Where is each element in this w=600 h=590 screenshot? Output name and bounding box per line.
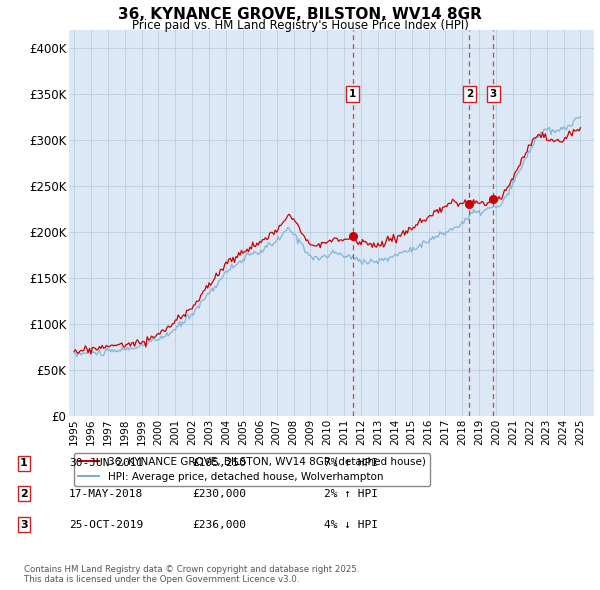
Text: 1: 1 [20, 458, 28, 468]
Text: 4% ↓ HPI: 4% ↓ HPI [324, 520, 378, 529]
Legend: 36, KYNANCE GROVE, BILSTON, WV14 8GR (detached house), HPI: Average price, detac: 36, KYNANCE GROVE, BILSTON, WV14 8GR (de… [74, 453, 430, 486]
Text: 7% ↑ HPI: 7% ↑ HPI [324, 458, 378, 468]
Text: 2: 2 [20, 489, 28, 499]
Text: 30-JUN-2011: 30-JUN-2011 [69, 458, 143, 468]
Text: £236,000: £236,000 [192, 520, 246, 529]
Text: 17-MAY-2018: 17-MAY-2018 [69, 489, 143, 499]
Text: 3: 3 [20, 520, 28, 529]
Text: 36, KYNANCE GROVE, BILSTON, WV14 8GR: 36, KYNANCE GROVE, BILSTON, WV14 8GR [118, 7, 482, 22]
Text: 25-OCT-2019: 25-OCT-2019 [69, 520, 143, 529]
Text: 1: 1 [349, 89, 356, 99]
Text: £195,250: £195,250 [192, 458, 246, 468]
Text: Price paid vs. HM Land Registry's House Price Index (HPI): Price paid vs. HM Land Registry's House … [131, 19, 469, 32]
Text: 2% ↑ HPI: 2% ↑ HPI [324, 489, 378, 499]
Text: £230,000: £230,000 [192, 489, 246, 499]
Text: 3: 3 [490, 89, 497, 99]
Text: Contains HM Land Registry data © Crown copyright and database right 2025.
This d: Contains HM Land Registry data © Crown c… [24, 565, 359, 584]
Text: 2: 2 [466, 89, 473, 99]
